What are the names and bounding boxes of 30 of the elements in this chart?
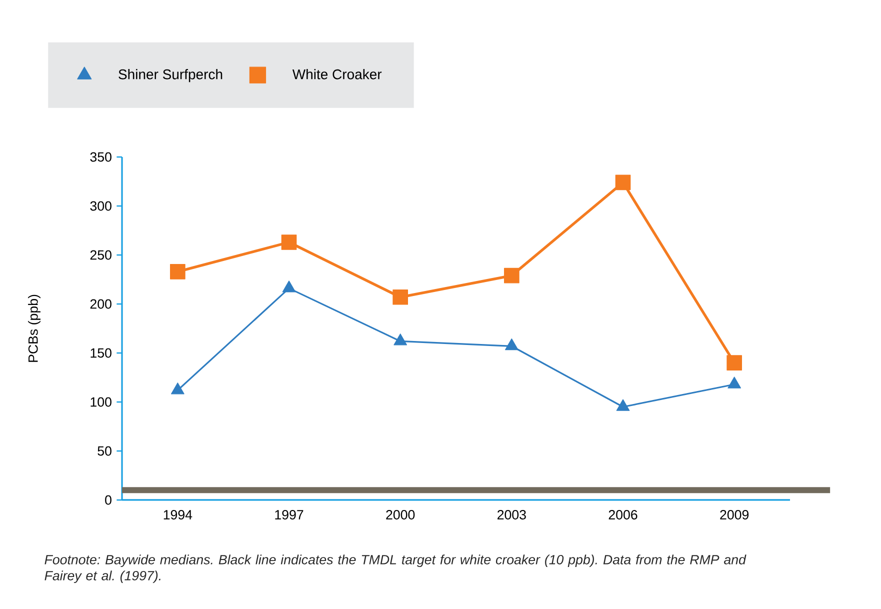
point (170, 264, 186, 280)
point (394, 334, 408, 346)
x-tick-label: 2009 (720, 510, 749, 520)
point (728, 376, 742, 388)
y-axis-title: PCBs (ppb) (28, 294, 40, 362)
legend-label: White Croaker (292, 69, 382, 80)
x-tick-label: 1994 (164, 510, 192, 520)
x-tick-label: 2006 (608, 510, 638, 520)
y-tick-label: 200 (90, 299, 112, 309)
x-tick-label: 1997 (275, 510, 304, 520)
x-tick-label: 2003 (498, 510, 526, 520)
point (170, 382, 184, 394)
y-tick-label: 300 (90, 201, 112, 211)
text: Footnote: Baywide medians. Black line indicates the TMDL target for white croaker (10 ppb). Data from the RMP and Fairey et al. (1997). (44, 554, 746, 584)
y-tick-label: 100 (90, 397, 112, 407)
legend-label: Shiner Surfperch (118, 69, 222, 82)
y-tick-label: 350 (90, 152, 112, 162)
y-tick-label: 0 (105, 495, 112, 505)
point (615, 174, 631, 190)
point (282, 280, 296, 292)
point (392, 289, 408, 305)
point (504, 338, 518, 350)
y-tick-label: 50 (98, 446, 112, 456)
x-tick-label: 2000 (386, 510, 415, 520)
point (281, 234, 297, 250)
y-tick-label: 250 (90, 250, 112, 260)
point (504, 268, 520, 284)
point (726, 355, 742, 370)
point (616, 399, 630, 411)
y-tick-label: 150 (90, 348, 112, 358)
